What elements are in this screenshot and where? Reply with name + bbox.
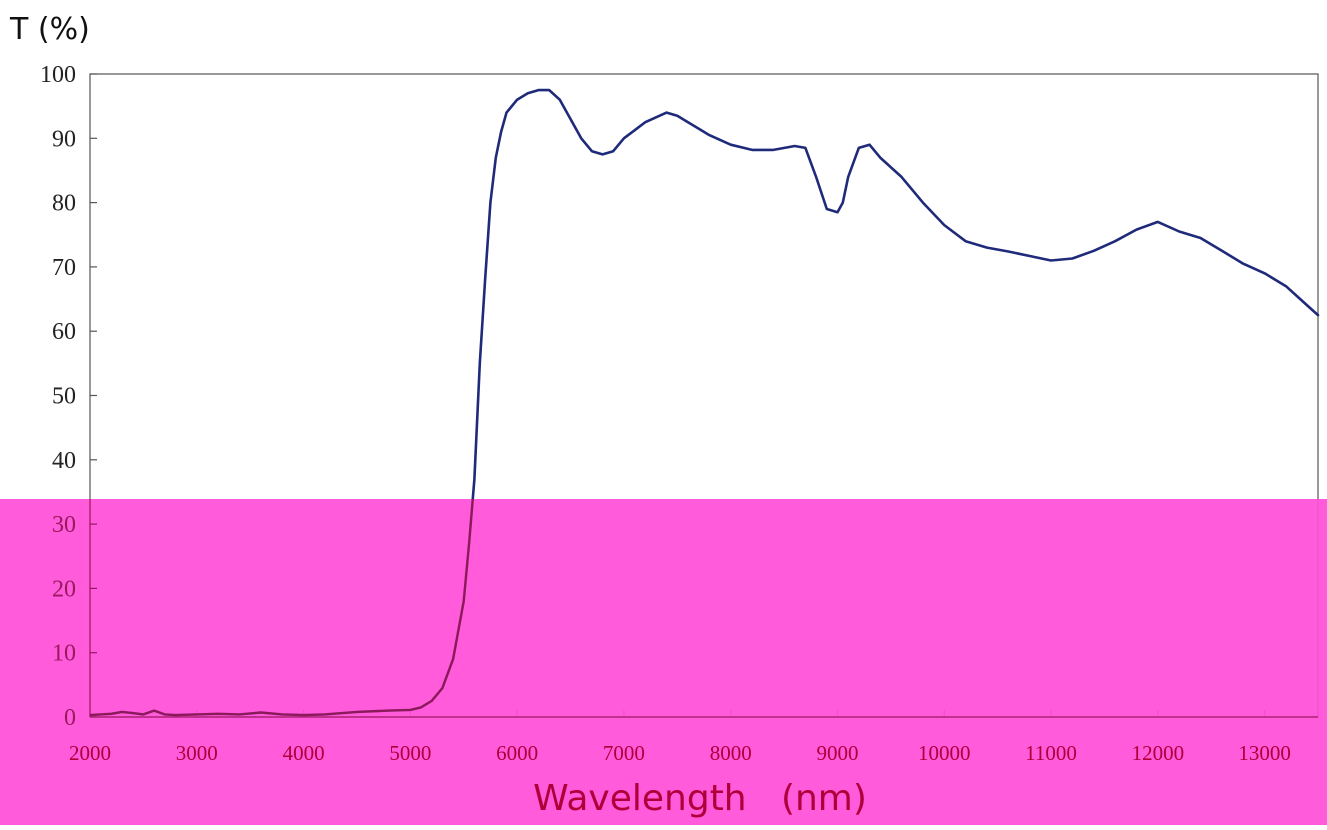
y-tick-label: 100	[40, 62, 76, 88]
overlay-band	[0, 499, 1327, 825]
y-tick-label-overlay: 0	[64, 705, 76, 731]
x-tick-label-overlay: 3000	[176, 741, 218, 765]
x-tick-label-overlay: 13000	[1238, 741, 1291, 765]
x-tick-label-overlay: 4000	[283, 741, 325, 765]
x-tick-label-overlay: 11000	[1025, 741, 1077, 765]
y-axis-label: T (%)	[10, 12, 90, 47]
y-tick-label: 70	[52, 255, 76, 281]
x-tick-label-overlay: 9000	[816, 741, 858, 765]
x-tick-label-overlay: 12000	[1132, 741, 1185, 765]
x-tick-label-overlay: 5000	[389, 741, 431, 765]
y-tick-label: 90	[52, 126, 76, 152]
y-tick-label: 80	[52, 191, 76, 217]
x-tick-label-overlay: 6000	[496, 741, 538, 765]
y-tick-label: 50	[52, 384, 76, 410]
x-tick-label-overlay: 7000	[603, 741, 645, 765]
x-tick-label-overlay: 8000	[710, 741, 752, 765]
y-tick-label-overlay: 20	[52, 576, 76, 602]
y-tick-label-overlay: 30	[52, 512, 76, 538]
y-tick-label: 60	[52, 319, 76, 345]
transmission-line-overlay	[89, 499, 474, 717]
y-tick-label-overlay: 10	[52, 641, 76, 667]
x-tick-label-overlay: 10000	[918, 741, 971, 765]
x-tick-label-overlay: 2000	[69, 741, 111, 765]
y-tick-label: 40	[52, 448, 76, 474]
x-axis-label: Wavelength (nm)	[533, 778, 867, 819]
